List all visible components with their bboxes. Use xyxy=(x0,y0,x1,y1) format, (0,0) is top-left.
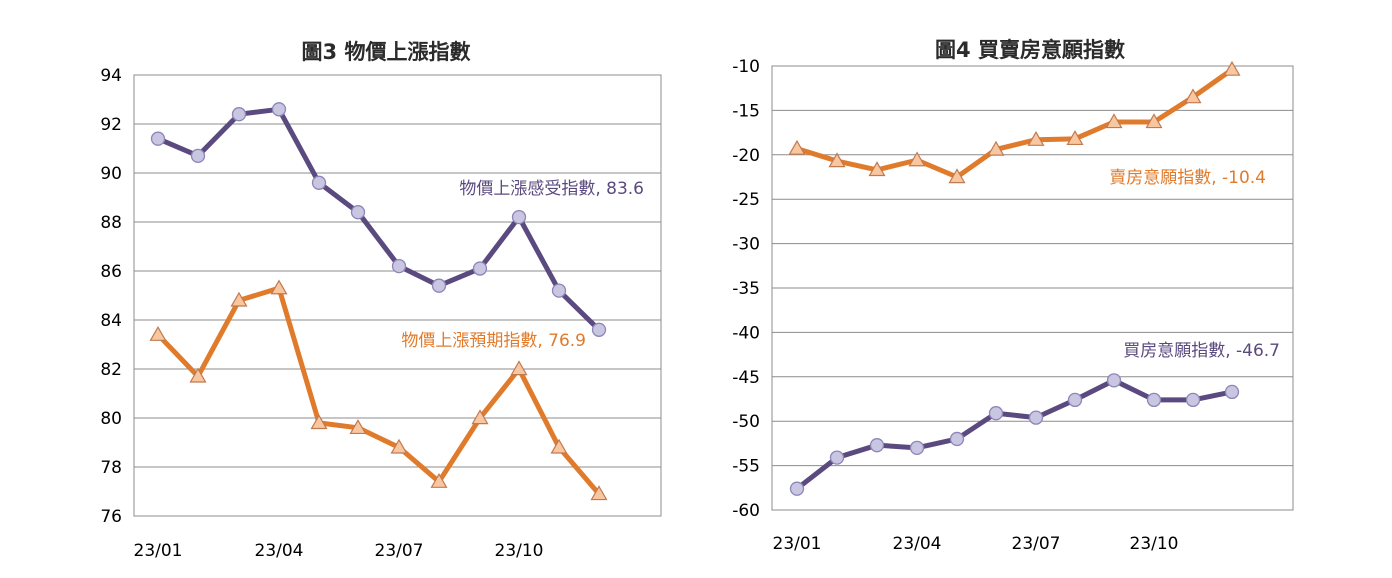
y-tick-label: -30 xyxy=(732,235,760,255)
data-point xyxy=(987,140,1005,156)
data-point xyxy=(472,261,488,276)
y-tick-label: 90 xyxy=(100,164,122,184)
series-買房意願指數: 買房意願指數, -46.7 xyxy=(789,341,1280,496)
y-tick-label: 80 xyxy=(100,409,122,429)
y-tick-label: -25 xyxy=(732,190,760,210)
data-point xyxy=(231,107,247,122)
data-point xyxy=(948,168,966,184)
y-tick-label: 82 xyxy=(100,360,122,380)
series-annotation: 買房意願指數, -46.7 xyxy=(1123,341,1280,361)
y-tick-label: 94 xyxy=(100,66,122,86)
data-point xyxy=(551,283,567,298)
data-point xyxy=(1027,130,1045,146)
x-tick-label: 23/07 xyxy=(375,541,424,561)
series-物價上漲預期指數: 物價上漲預期指數, 76.9 xyxy=(149,279,608,501)
y-tick-label: -45 xyxy=(732,368,760,388)
y-tick-label: 78 xyxy=(100,458,122,478)
y-tick-label: 86 xyxy=(100,262,122,282)
series-line xyxy=(794,67,1235,180)
y-tick-label: 84 xyxy=(100,311,122,331)
data-point xyxy=(149,325,167,341)
data-point xyxy=(550,438,568,454)
data-point xyxy=(828,152,846,168)
y-tick-label: 92 xyxy=(100,115,122,135)
data-point xyxy=(1185,392,1201,408)
data-point xyxy=(430,472,448,488)
x-tick-label: 23/10 xyxy=(1130,534,1179,554)
data-point xyxy=(869,438,885,453)
data-point xyxy=(988,406,1004,421)
data-point xyxy=(1184,88,1202,104)
data-point xyxy=(390,438,408,454)
y-tick-label: -55 xyxy=(732,457,760,477)
data-point xyxy=(1106,373,1122,388)
data-point xyxy=(591,322,607,337)
series-line xyxy=(794,377,1235,492)
data-point xyxy=(789,481,805,496)
data-point xyxy=(189,367,207,383)
y-tick-label: 76 xyxy=(100,507,122,527)
series-annotation: 物價上漲預期指數, 76.9 xyxy=(401,331,586,351)
data-point xyxy=(1028,410,1044,425)
x-tick-label: 23/10 xyxy=(495,541,544,561)
data-point xyxy=(590,485,608,501)
y-tick-label: -60 xyxy=(732,501,760,521)
data-point xyxy=(949,431,965,447)
series-line xyxy=(155,285,602,497)
data-point xyxy=(230,291,248,307)
series-annotation: 物價上漲感受指數, 83.6 xyxy=(459,179,644,199)
y-tick-label: -35 xyxy=(732,279,760,299)
series-annotation: 賣房意願指數, -10.4 xyxy=(1109,168,1266,188)
data-point xyxy=(471,409,489,425)
x-tick-label: 23/01 xyxy=(134,541,183,561)
data-point xyxy=(868,161,886,177)
x-tick-label: 23/01 xyxy=(773,534,822,554)
x-tick-label: 23/07 xyxy=(1012,534,1061,554)
x-tick-label: 23/04 xyxy=(255,541,304,561)
data-point xyxy=(1145,113,1163,129)
data-point xyxy=(431,278,447,293)
data-point xyxy=(190,148,206,164)
series-賣房意願指數: 賣房意願指數, -10.4 xyxy=(788,60,1266,188)
x-tick-label: 23/04 xyxy=(893,534,942,554)
data-point xyxy=(1223,60,1241,76)
series-物價上漲感受指數: 物價上漲感受指數, 83.6 xyxy=(150,102,644,337)
data-point xyxy=(1066,130,1084,146)
data-point xyxy=(1105,113,1123,129)
data-point xyxy=(1224,384,1240,400)
data-point xyxy=(150,131,166,146)
data-point xyxy=(1146,392,1162,408)
data-point xyxy=(908,151,926,167)
data-point xyxy=(510,360,528,376)
data-point xyxy=(829,450,845,465)
y-tick-label: -15 xyxy=(732,101,760,121)
y-tick-label: -40 xyxy=(732,323,760,343)
data-point xyxy=(310,414,328,430)
data-point xyxy=(788,139,806,155)
data-point xyxy=(349,419,367,435)
data-point xyxy=(270,279,288,295)
y-tick-label: -20 xyxy=(732,146,760,166)
y-tick-label: -10 xyxy=(732,57,760,77)
data-point xyxy=(311,175,327,190)
data-point xyxy=(391,258,407,274)
data-point xyxy=(271,102,287,117)
data-point xyxy=(1067,392,1083,408)
chart-title: 圖4 買賣房意願指數 xyxy=(935,38,1125,62)
data-point xyxy=(350,205,366,220)
chart-4: -60 -55 -50 -45 -40 -35 -30 -25 -20 -15 -10 23/01 23… xyxy=(732,38,1294,554)
y-tick-label: 88 xyxy=(100,213,122,233)
chart-3: 76 78 80 82 84 86 88 90 92 94 23/01 23/04 23/07 23/10… xyxy=(100,40,662,561)
y-tick-label: -50 xyxy=(732,412,760,432)
data-point xyxy=(909,440,925,455)
data-point xyxy=(511,209,527,225)
chart-title: 圖3 物價上漲指數 xyxy=(302,40,471,64)
series-line xyxy=(155,106,602,333)
